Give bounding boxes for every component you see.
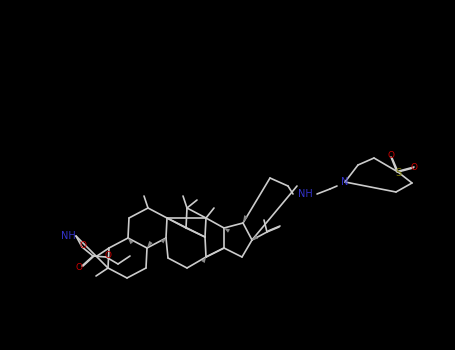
Text: N: N <box>341 177 349 187</box>
Text: O: O <box>76 264 82 273</box>
Polygon shape <box>252 235 258 240</box>
Polygon shape <box>128 238 134 244</box>
Polygon shape <box>147 241 153 248</box>
Text: O: O <box>410 163 418 173</box>
Text: S: S <box>395 168 401 178</box>
Polygon shape <box>161 238 166 243</box>
Text: O: O <box>105 251 111 259</box>
Polygon shape <box>243 215 248 223</box>
Text: NH: NH <box>298 189 313 199</box>
Text: O: O <box>80 240 86 250</box>
Text: NH: NH <box>61 231 76 241</box>
Polygon shape <box>224 228 230 233</box>
Polygon shape <box>201 257 206 263</box>
Text: O: O <box>388 152 394 161</box>
